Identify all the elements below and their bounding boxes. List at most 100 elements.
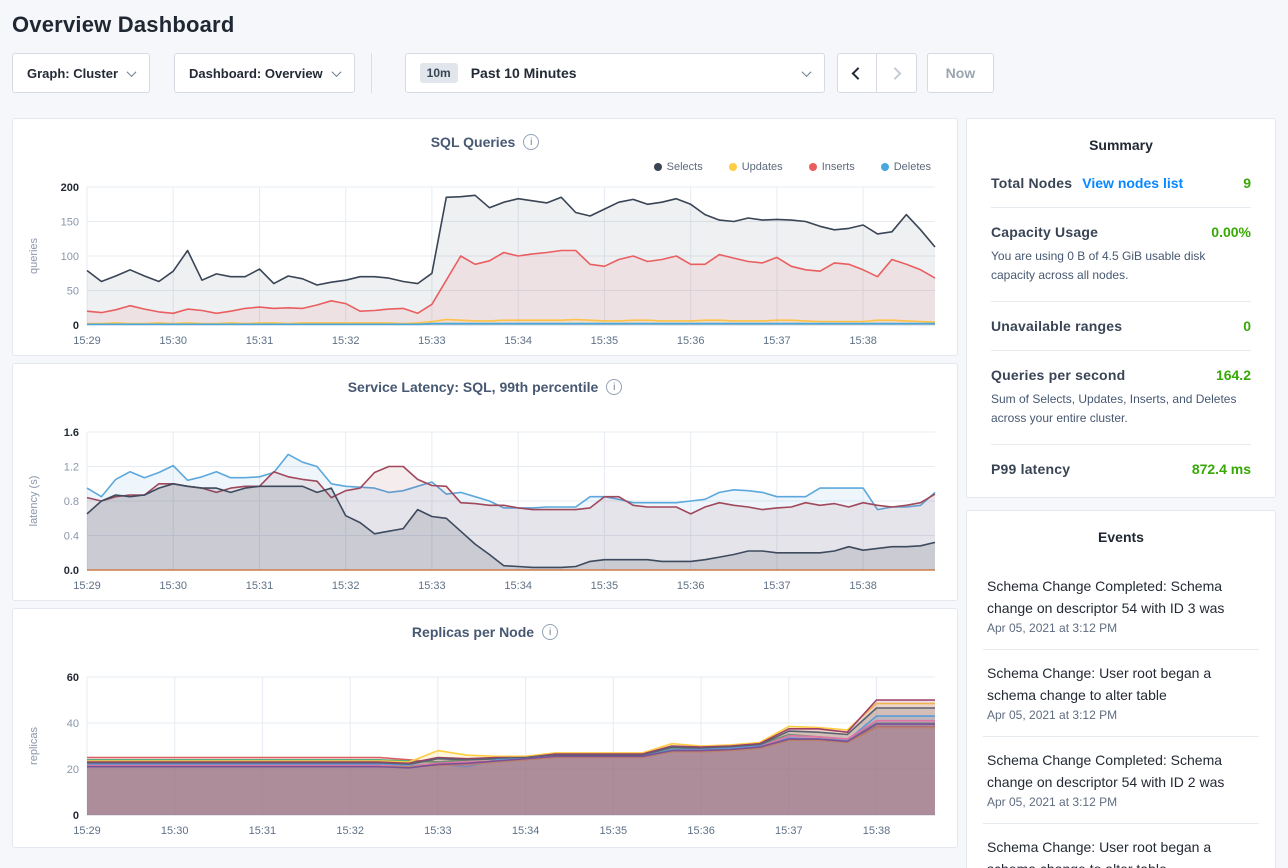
svg-text:1.2: 1.2 bbox=[64, 462, 79, 474]
svg-text:15:35: 15:35 bbox=[591, 335, 619, 347]
svg-text:15:34: 15:34 bbox=[504, 335, 532, 347]
queries-per-second-description: Sum of Selects, Updates, Inserts, and De… bbox=[991, 392, 1237, 425]
svg-text:15:36: 15:36 bbox=[687, 825, 715, 837]
svg-text:15:31: 15:31 bbox=[246, 335, 274, 347]
svg-text:replicas: replicas bbox=[28, 727, 40, 765]
divider bbox=[991, 207, 1251, 208]
event-message: Schema Change Completed: Schema change o… bbox=[987, 578, 1225, 616]
svg-text:200: 200 bbox=[61, 182, 79, 194]
legend-item-selects[interactable]: Selects bbox=[653, 161, 703, 173]
info-icon[interactable]: i bbox=[606, 379, 623, 395]
svg-text:100: 100 bbox=[61, 251, 79, 263]
service-latency-plot[interactable]: 15:29 15:30 15:31 15:32 15:33 15:34 15:35 15:36… bbox=[25, 424, 947, 596]
svg-text:20: 20 bbox=[67, 764, 79, 776]
divider bbox=[991, 444, 1251, 445]
legend-dot-icon bbox=[728, 163, 737, 171]
svg-text:15:37: 15:37 bbox=[763, 335, 791, 347]
content: SQL Queries i Selects Updates Inserts Delet… bbox=[12, 118, 1276, 868]
time-range-badge: 10m bbox=[419, 63, 458, 83]
event-timestamp: Apr 05, 2021 at 3:12 PM bbox=[987, 708, 1118, 722]
summary-row-qps: Queries per second 164.2 Sum of Selects,… bbox=[991, 367, 1251, 428]
svg-text:15:38: 15:38 bbox=[863, 825, 891, 837]
time-forward-button[interactable] bbox=[876, 53, 917, 93]
svg-text:15:30: 15:30 bbox=[159, 335, 187, 347]
svg-text:15:38: 15:38 bbox=[849, 335, 877, 347]
event-timestamp: Apr 05, 2021 at 3:12 PM bbox=[987, 621, 1118, 635]
svg-text:15:33: 15:33 bbox=[418, 580, 446, 592]
svg-text:15:33: 15:33 bbox=[418, 335, 446, 347]
event-timestamp: Apr 05, 2021 at 3:12 PM bbox=[987, 795, 1118, 809]
event-message: Schema Change: User root began a schema … bbox=[987, 839, 1212, 868]
event-message: Schema Change: User root began a schema … bbox=[987, 665, 1212, 703]
total-nodes-value: 9 bbox=[1243, 175, 1251, 191]
graph-dropdown[interactable]: Graph: Cluster bbox=[12, 53, 151, 93]
unavailable-ranges-label: Unavailable ranges bbox=[991, 318, 1123, 334]
replicas-plot[interactable]: 15:29 15:30 15:31 15:32 15:33 15:34 15:35 15:36… bbox=[25, 669, 947, 841]
summary-row-total-nodes: Total Nodes View nodes list 9 bbox=[991, 175, 1251, 191]
svg-text:40: 40 bbox=[67, 718, 79, 730]
svg-text:0.8: 0.8 bbox=[64, 496, 79, 508]
legend-item-updates[interactable]: Updates bbox=[728, 161, 783, 173]
legend-label: Deletes bbox=[893, 161, 931, 173]
chart-title-row: SQL Queries i bbox=[25, 129, 945, 155]
legend-dot-icon bbox=[808, 163, 817, 171]
svg-text:60: 60 bbox=[67, 672, 79, 684]
svg-text:0: 0 bbox=[73, 320, 79, 332]
svg-text:15:37: 15:37 bbox=[775, 825, 803, 837]
legend-dot-icon bbox=[880, 163, 889, 171]
dashboard-dropdown-label: Dashboard: Overview bbox=[189, 65, 323, 81]
p99-latency-label: P99 latency bbox=[991, 461, 1071, 477]
divider bbox=[991, 301, 1251, 302]
svg-text:15:30: 15:30 bbox=[161, 825, 189, 837]
svg-text:15:38: 15:38 bbox=[849, 580, 877, 592]
legend-item-inserts[interactable]: Inserts bbox=[808, 161, 855, 173]
chevron-down-icon bbox=[126, 66, 137, 77]
legend-label: Selects bbox=[666, 161, 703, 173]
svg-text:15:31: 15:31 bbox=[246, 580, 274, 592]
chart-legend: Selects Updates Inserts Deletes bbox=[25, 155, 945, 179]
svg-text:15:35: 15:35 bbox=[600, 825, 628, 837]
time-back-button[interactable] bbox=[836, 53, 877, 93]
page-title: Overview Dashboard bbox=[12, 12, 235, 37]
chart-title-row: Replicas per Node i bbox=[25, 619, 945, 645]
event-item: Schema Change Completed: Schema change o… bbox=[983, 567, 1259, 645]
svg-text:15:34: 15:34 bbox=[504, 580, 532, 592]
now-button[interactable]: Now bbox=[926, 53, 995, 93]
event-message: Schema Change Completed: Schema change o… bbox=[987, 752, 1225, 790]
event-item: Schema Change Completed: Schema change o… bbox=[983, 741, 1259, 819]
summary-row-p99: P99 latency 872.4 ms bbox=[991, 461, 1251, 477]
chart-title-row: Service Latency: SQL, 99th percentile i bbox=[25, 374, 945, 400]
unavailable-ranges-value: 0 bbox=[1243, 318, 1251, 334]
p99-latency-value: 872.4 ms bbox=[1191, 461, 1251, 477]
divider bbox=[983, 823, 1259, 824]
sql-queries-plot[interactable]: 15:29 15:30 15:31 15:32 15:33 15:34 15:35 15:36… bbox=[25, 179, 947, 351]
capacity-usage-description: You are using 0 B of 4.5 GiB usable disk… bbox=[991, 249, 1206, 282]
capacity-usage-label: Capacity Usage bbox=[991, 224, 1099, 240]
svg-text:15:36: 15:36 bbox=[677, 580, 705, 592]
info-icon[interactable]: i bbox=[523, 134, 540, 150]
info-icon[interactable]: i bbox=[542, 624, 559, 640]
time-nav-group bbox=[836, 53, 917, 93]
summary-panel: Summary Total Nodes View nodes list 9 Ca… bbox=[966, 118, 1276, 498]
summary-row-unavailable-ranges: Unavailable ranges 0 bbox=[991, 318, 1251, 334]
events-title: Events bbox=[1098, 529, 1144, 545]
event-item: Schema Change: User root began a schema … bbox=[983, 654, 1259, 732]
dashboard-dropdown[interactable]: Dashboard: Overview bbox=[174, 53, 355, 93]
svg-text:15:31: 15:31 bbox=[249, 825, 277, 837]
queries-per-second-value: 164.2 bbox=[1215, 367, 1251, 383]
charts-column: SQL Queries i Selects Updates Inserts Delet… bbox=[12, 118, 958, 848]
svg-text:15:29: 15:29 bbox=[73, 580, 101, 592]
divider bbox=[991, 350, 1251, 351]
view-nodes-list-link[interactable]: View nodes list bbox=[1082, 175, 1184, 191]
chart-spacer bbox=[25, 400, 945, 424]
summary-title: Summary bbox=[1089, 137, 1153, 153]
legend-item-deletes[interactable]: Deletes bbox=[880, 161, 931, 173]
svg-text:15:37: 15:37 bbox=[763, 580, 791, 592]
svg-text:latency (s): latency (s) bbox=[28, 476, 40, 527]
capacity-usage-value: 0.00% bbox=[1211, 224, 1251, 240]
svg-text:15:30: 15:30 bbox=[159, 580, 187, 592]
time-range-picker[interactable]: 10m Past 10 Minutes bbox=[404, 53, 825, 93]
right-arrow-icon bbox=[888, 66, 902, 80]
chart-title: Replicas per Node bbox=[411, 624, 535, 640]
svg-text:1.6: 1.6 bbox=[64, 427, 79, 439]
